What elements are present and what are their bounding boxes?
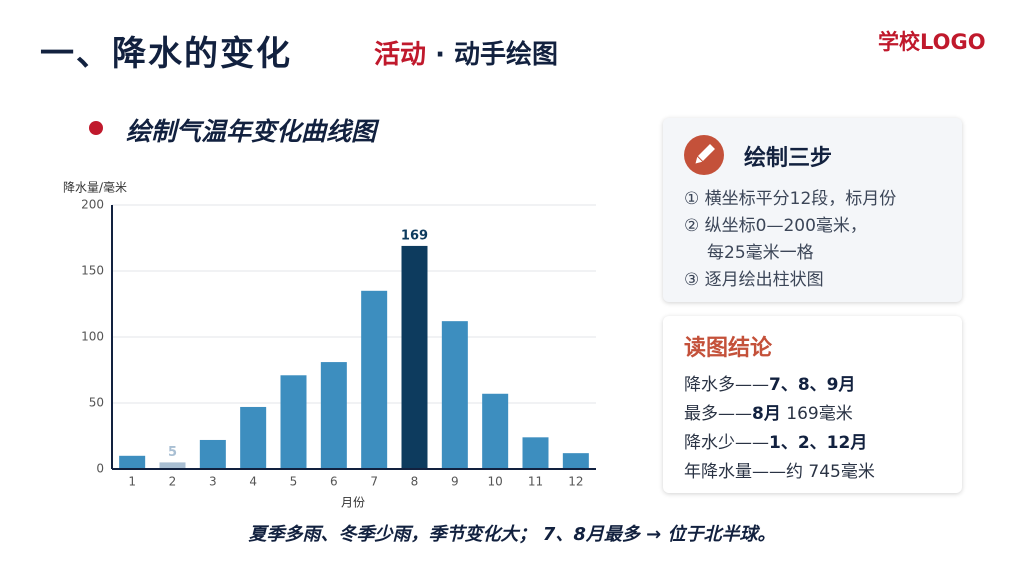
- x-tick-label: 9: [451, 475, 459, 489]
- x-tick-label: 2: [169, 475, 177, 489]
- x-tick-label: 4: [249, 475, 257, 489]
- bar: [522, 437, 549, 469]
- bar: [562, 453, 589, 469]
- x-tick-label: 5: [290, 475, 298, 489]
- y-tick-label: 0: [96, 462, 104, 476]
- pencil-icon: [684, 135, 724, 175]
- y-tick-label: 50: [89, 396, 104, 410]
- x-tick-label: 1: [128, 475, 136, 489]
- activity-text: · 动手绘图: [435, 40, 559, 70]
- bar: [441, 321, 468, 469]
- y-tick-label: 100: [81, 330, 104, 344]
- bar: [482, 393, 509, 469]
- conclusion-text: 1、2、12月: [769, 433, 868, 453]
- x-tick-label: 7: [370, 475, 378, 489]
- value-label: 5: [168, 445, 177, 460]
- slide-title: 一、降水的变化: [40, 34, 292, 74]
- bar: [199, 439, 226, 469]
- conclusion-line: 最多——8月 169毫米: [684, 399, 853, 424]
- x-tick-label: 12: [568, 475, 583, 489]
- bullet: [89, 121, 103, 135]
- bar: [159, 462, 186, 469]
- bar: [119, 455, 146, 469]
- step: ③ 逐月绘出柱状图: [684, 270, 824, 290]
- x-tick-label: 3: [209, 475, 217, 489]
- steps-title: 绘制三步: [744, 146, 833, 171]
- step: ① 横坐标平分12段，标月份: [684, 189, 897, 209]
- x-tick-label: 8: [411, 475, 419, 489]
- activity: 活动 · 动手绘图: [374, 34, 558, 71]
- conclusion-text: 降水多——: [684, 375, 769, 395]
- bar: [401, 245, 428, 469]
- x-tick-label: 6: [330, 475, 338, 489]
- x-axis-label: 月份: [341, 496, 365, 510]
- y-axis-label: 降水量/毫米: [63, 180, 127, 195]
- section-title: 绘制气温年变化曲线图: [126, 117, 377, 146]
- conclusion-text: 169毫米: [780, 404, 853, 424]
- conclusion-title: 读图结论: [684, 336, 773, 361]
- logo: 学校LOGO: [878, 30, 986, 54]
- bar: [361, 290, 388, 469]
- bar: [320, 362, 347, 469]
- conclusion-text: 7、8、9月: [769, 375, 856, 395]
- step: 每25毫米一格: [707, 243, 814, 263]
- value-label: 169: [401, 228, 428, 243]
- x-tick-label: 10: [488, 475, 503, 489]
- conclusion-card: [663, 316, 962, 493]
- step: ② 纵坐标0—200毫米，: [684, 216, 867, 236]
- y-tick-label: 200: [81, 198, 104, 212]
- activity-tag: 活动: [374, 40, 427, 70]
- x-tick-label: 11: [528, 475, 543, 489]
- bar: [240, 406, 267, 469]
- conclusion-text: 8月: [752, 404, 781, 424]
- conclusion-line: 年降水量——约 745毫米: [684, 457, 875, 482]
- conclusion-text: 年降水量——约 745毫米: [684, 462, 875, 482]
- conclusion-line: 降水少——1、2、12月: [684, 428, 867, 453]
- conclusion-text: 最多——: [684, 404, 752, 424]
- bar: [280, 375, 307, 469]
- conclusion-text: 降水少——: [684, 433, 769, 453]
- y-tick-label: 150: [81, 264, 104, 278]
- footer: 夏季多雨、冬季少雨，季节变化大； 7、8月最多 → 位于北半球。: [248, 524, 776, 545]
- conclusion-line: 降水多——7、8、9月: [684, 370, 856, 395]
